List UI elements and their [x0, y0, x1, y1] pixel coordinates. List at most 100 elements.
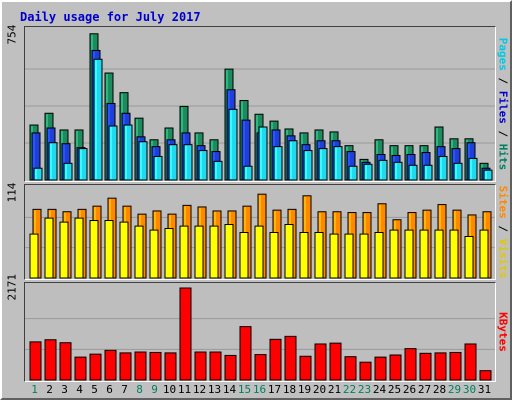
pages-bar — [438, 155, 448, 181]
pages-bar — [318, 148, 328, 181]
kbytes-panel — [24, 282, 496, 382]
legend-entry: Pages — [496, 37, 510, 71]
pages-bar — [303, 150, 313, 181]
visits-bar-highlight — [421, 231, 423, 277]
day-tick-label: 31 — [477, 383, 492, 396]
kbytes-bar-highlight — [421, 354, 423, 379]
pages-bar-highlight — [200, 151, 202, 179]
pages-bar-highlight — [410, 166, 412, 179]
day-tick-label: 9 — [151, 383, 158, 396]
kbytes-bar — [344, 356, 357, 381]
pages-bar — [258, 126, 268, 181]
kbytes-bar-highlight — [76, 358, 78, 379]
pages-bar-highlight — [80, 149, 82, 179]
pages-bar — [48, 142, 58, 181]
kbytes-bar-highlight — [361, 363, 363, 379]
day-tick-label: 1 — [31, 383, 38, 396]
pages-bar — [108, 125, 118, 181]
kbytes-bar-highlight — [46, 340, 48, 379]
visits-bar — [344, 233, 354, 279]
kbytes-bar — [299, 355, 312, 381]
visits-bar — [464, 235, 474, 279]
pages-bar — [63, 162, 73, 181]
visits-bar — [404, 229, 414, 279]
pages-bar-highlight — [260, 128, 262, 179]
sites-visits-chart — [25, 193, 495, 279]
visits-bar-highlight — [481, 231, 483, 277]
kbytes-ymax-label: 2171 — [5, 274, 19, 301]
kbytes-bar — [374, 356, 387, 381]
visits-bar — [119, 221, 129, 279]
pages-bar — [453, 162, 463, 181]
kbytes-bar-highlight — [301, 357, 303, 379]
pages-bar-highlight — [440, 157, 442, 179]
kbytes-bar — [44, 339, 57, 381]
pages-bar — [273, 146, 283, 181]
hits-files-pages-chart — [25, 33, 495, 181]
kbytes-bar-highlight — [436, 353, 438, 379]
day-tick-label: 6 — [106, 383, 113, 396]
kbytes-bar — [239, 326, 252, 381]
pages-bar-highlight — [455, 164, 457, 179]
visits-bar-highlight — [106, 221, 108, 277]
day-tick-label: 4 — [76, 383, 83, 396]
pages-bar-highlight — [320, 149, 322, 179]
sites-visits-panel — [24, 184, 496, 280]
kbytes-bar-highlight — [256, 355, 258, 379]
kbytes-bar — [104, 349, 117, 381]
visits-bar-highlight — [256, 227, 258, 277]
kbytes-bar-highlight — [466, 344, 468, 379]
legend-entry: / — [496, 218, 510, 239]
visits-bar — [59, 221, 69, 279]
visits-bar — [74, 217, 84, 279]
visits-bar-highlight — [376, 233, 378, 277]
legend-entry: KBytes — [496, 312, 510, 352]
day-tick-label: 19 — [297, 383, 312, 396]
day-tick-label: 26 — [402, 383, 417, 396]
visits-bar — [329, 233, 339, 279]
visits-bar — [479, 229, 489, 279]
pages-bar-highlight — [215, 162, 217, 179]
visits-bar — [299, 232, 309, 279]
kbytes-bar-highlight — [346, 357, 348, 379]
kbytes-bar — [164, 352, 177, 381]
kbytes-bar — [74, 356, 87, 381]
pages-bar-highlight — [350, 167, 352, 179]
day-tick-label: 3 — [61, 383, 68, 396]
visits-bar — [314, 232, 324, 279]
visits-bar — [104, 220, 114, 279]
kbytes-bar — [209, 351, 222, 381]
day-tick-label: 7 — [121, 383, 128, 396]
kbytes-bar — [194, 351, 207, 381]
legend-entry: Sites — [496, 185, 510, 219]
visits-bar-highlight — [301, 233, 303, 277]
pages-bar — [198, 150, 208, 181]
pages-bar-highlight — [50, 143, 52, 179]
day-tick-label: 23 — [357, 383, 372, 396]
kbytes-bar-highlight — [166, 353, 168, 379]
visits-bar-highlight — [466, 237, 468, 277]
pages-bar-highlight — [425, 166, 427, 179]
pages-bar — [468, 157, 478, 181]
pages-bar — [213, 160, 223, 181]
visits-bar-highlight — [346, 235, 348, 277]
day-tick-label: 30 — [462, 383, 477, 396]
day-tick-label: 10 — [162, 383, 177, 396]
visits-bar-highlight — [196, 227, 198, 277]
kbytes-bar-highlight — [376, 358, 378, 379]
kbytes-bar-highlight — [211, 353, 213, 379]
visits-bar — [359, 233, 369, 279]
pages-bar-highlight — [365, 165, 367, 179]
visits-bar — [239, 232, 249, 279]
day-tick-label: 21 — [327, 383, 342, 396]
pages-bar — [408, 164, 418, 181]
visits-bar-highlight — [226, 225, 228, 277]
visits-bar-highlight — [46, 219, 48, 277]
visits-bar-highlight — [286, 225, 288, 277]
pages-bar-highlight — [290, 141, 292, 179]
visits-bar — [269, 232, 279, 279]
visits-bar — [254, 225, 264, 279]
kbytes-bar-highlight — [181, 289, 183, 379]
pages-bar-highlight — [185, 145, 187, 179]
kbytes-bar — [134, 351, 147, 381]
